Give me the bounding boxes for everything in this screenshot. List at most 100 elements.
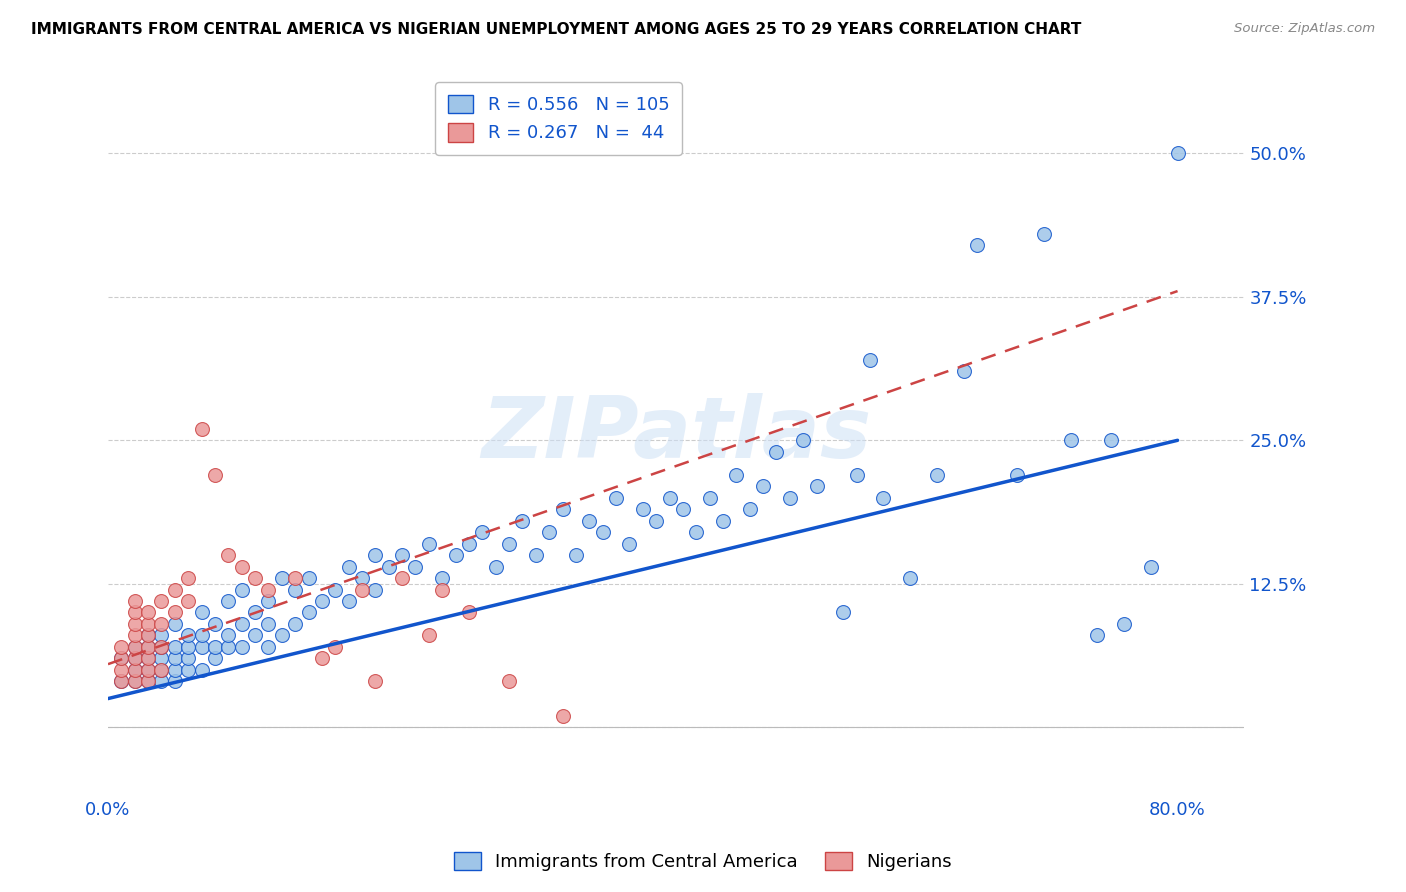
Point [685, 525, 707, 540]
Point [110, 674, 132, 689]
Point [485, 559, 508, 574]
Point [551, 708, 574, 723]
Point [284, 582, 307, 597]
Point [190, 663, 212, 677]
Point [163, 651, 186, 665]
Point [498, 674, 520, 689]
Point [806, 479, 828, 493]
Point [738, 502, 761, 516]
Point [364, 548, 387, 562]
Point [284, 571, 307, 585]
Point [217, 628, 239, 642]
Point [110, 663, 132, 677]
Point [1140, 559, 1163, 574]
Point [217, 548, 239, 562]
Point [204, 467, 226, 482]
Point [177, 571, 200, 585]
Legend: R = 0.556   N = 105, R = 0.267   N =  44: R = 0.556 N = 105, R = 0.267 N = 44 [436, 82, 682, 155]
Point [631, 502, 654, 516]
Point [845, 467, 868, 482]
Point [364, 582, 387, 597]
Point [136, 674, 159, 689]
Point [124, 651, 146, 665]
Point [124, 663, 146, 677]
Point [297, 606, 319, 620]
Point [699, 491, 721, 505]
Point [672, 502, 695, 516]
Point [538, 525, 561, 540]
Point [458, 536, 481, 550]
Point [177, 651, 200, 665]
Point [350, 571, 373, 585]
Point [966, 238, 988, 252]
Point [136, 640, 159, 654]
Point [136, 617, 159, 632]
Point [177, 628, 200, 642]
Point [565, 548, 588, 562]
Point [136, 663, 159, 677]
Point [163, 674, 186, 689]
Point [337, 559, 360, 574]
Point [432, 582, 454, 597]
Point [645, 514, 668, 528]
Point [605, 491, 627, 505]
Point [257, 617, 280, 632]
Point [323, 640, 346, 654]
Point [1112, 617, 1135, 632]
Point [190, 422, 212, 436]
Point [124, 674, 146, 689]
Point [124, 606, 146, 620]
Point [1059, 434, 1081, 448]
Point [110, 640, 132, 654]
Point [136, 674, 159, 689]
Point [217, 594, 239, 608]
Point [391, 548, 413, 562]
Point [177, 594, 200, 608]
Point [124, 651, 146, 665]
Point [270, 571, 292, 585]
Point [432, 571, 454, 585]
Point [792, 434, 814, 448]
Point [163, 640, 186, 654]
Point [405, 559, 427, 574]
Point [592, 525, 614, 540]
Point [765, 444, 787, 458]
Point [150, 640, 173, 654]
Point [350, 582, 373, 597]
Point [150, 617, 173, 632]
Point [190, 606, 212, 620]
Point [779, 491, 801, 505]
Text: ZIPatlas: ZIPatlas [481, 393, 872, 476]
Point [257, 640, 280, 654]
Point [1032, 227, 1054, 241]
Point [711, 514, 734, 528]
Point [124, 617, 146, 632]
Point [832, 606, 855, 620]
Point [952, 364, 974, 378]
Point [177, 663, 200, 677]
Point [859, 353, 882, 368]
Point [243, 571, 266, 585]
Point [136, 628, 159, 642]
Point [444, 548, 467, 562]
Point [110, 651, 132, 665]
Point [725, 467, 748, 482]
Point [124, 594, 146, 608]
Point [204, 651, 226, 665]
Point [284, 617, 307, 632]
Point [136, 628, 159, 642]
Point [872, 491, 894, 505]
Point [257, 582, 280, 597]
Point [458, 606, 481, 620]
Point [512, 514, 534, 528]
Point [136, 606, 159, 620]
Point [231, 617, 253, 632]
Point [297, 571, 319, 585]
Point [190, 640, 212, 654]
Point [217, 640, 239, 654]
Point [243, 628, 266, 642]
Point [124, 640, 146, 654]
Point [163, 582, 186, 597]
Text: IMMIGRANTS FROM CENTRAL AMERICA VS NIGERIAN UNEMPLOYMENT AMONG AGES 25 TO 29 YEA: IMMIGRANTS FROM CENTRAL AMERICA VS NIGER… [31, 22, 1081, 37]
Point [1085, 628, 1108, 642]
